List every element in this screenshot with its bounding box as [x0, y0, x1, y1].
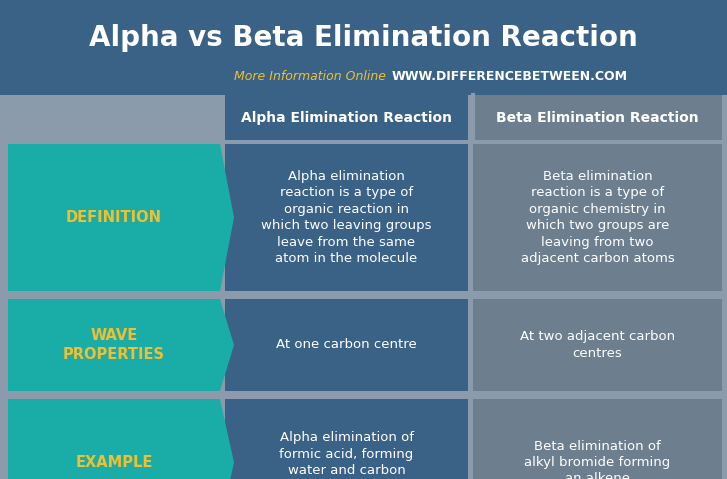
Bar	[473, 299, 722, 391]
Bar	[225, 95, 468, 140]
Bar	[473, 144, 722, 291]
Text: Alpha vs Beta Elimination Reaction: Alpha vs Beta Elimination Reaction	[89, 24, 638, 52]
Text: Alpha elimination
reaction is a type of
organic reaction in
which two leaving gr: Alpha elimination reaction is a type of …	[261, 170, 432, 265]
Polygon shape	[8, 144, 234, 291]
Bar	[225, 299, 468, 391]
Text: More Information Online: More Information Online	[234, 69, 386, 82]
Text: EXAMPLE: EXAMPLE	[76, 455, 153, 470]
Bar	[473, 399, 722, 479]
Text: WAVE
PROPERTIES: WAVE PROPERTIES	[63, 328, 165, 362]
Text: At two adjacent carbon
centres: At two adjacent carbon centres	[520, 330, 675, 360]
Text: Beta elimination
reaction is a type of
organic chemistry in
which two groups are: Beta elimination reaction is a type of o…	[521, 170, 675, 265]
Bar	[473, 95, 722, 140]
Text: At one carbon centre: At one carbon centre	[276, 339, 417, 352]
Text: Alpha Elimination Reaction: Alpha Elimination Reaction	[241, 111, 452, 125]
Polygon shape	[8, 299, 234, 391]
Text: Beta elimination of
alkyl bromide forming
an alkene: Beta elimination of alkyl bromide formin…	[524, 440, 670, 479]
Text: DEFINITION: DEFINITION	[66, 210, 162, 225]
Text: WWW.DIFFERENCEBETWEEN.COM: WWW.DIFFERENCEBETWEEN.COM	[392, 69, 628, 82]
Bar	[225, 399, 468, 479]
Bar	[225, 144, 468, 291]
Bar	[0, 0, 727, 95]
Text: Beta Elimination Reaction: Beta Elimination Reaction	[497, 111, 699, 125]
Text: Alpha elimination of
formic acid, forming
water and carbon
monoxide: Alpha elimination of formic acid, formin…	[279, 431, 414, 479]
Polygon shape	[8, 399, 234, 479]
